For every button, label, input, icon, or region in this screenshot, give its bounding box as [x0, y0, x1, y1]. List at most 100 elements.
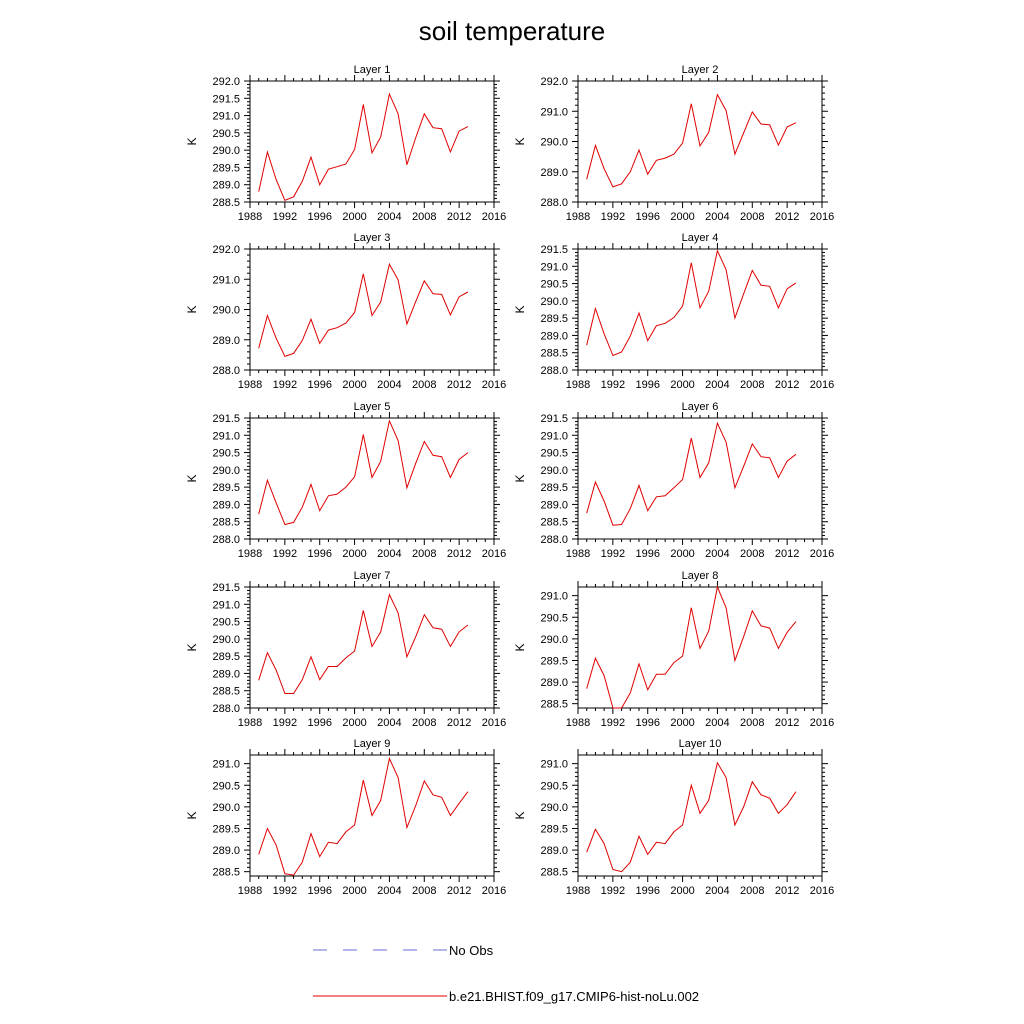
- x-tick-label: 2012: [775, 548, 799, 560]
- plot-frame: [577, 417, 823, 540]
- chart-panel-10: Layer 10 K 1988 1992 1996 2000 2004 2008 2012 201…: [513, 738, 834, 897]
- x-tick-label: 1996: [307, 717, 331, 729]
- y-tick-label: 291.5: [540, 244, 568, 256]
- y-tick-label: 290.5: [212, 128, 240, 140]
- chart-panel-4: Layer 4 K 1988 1992 1996 2000 2004 2008 2012 2016…: [513, 232, 834, 391]
- y-tick-label: 288.5: [212, 867, 240, 879]
- y-tick-label: 289.5: [540, 313, 568, 325]
- y-tick-label: 290.0: [540, 296, 568, 308]
- x-tick-label: 1996: [307, 379, 331, 391]
- series-line: [586, 421, 797, 526]
- y-tick-label: 289.0: [540, 677, 568, 689]
- x-tick-label: 2004: [377, 885, 401, 897]
- y-tick-label: 289.5: [212, 651, 240, 663]
- x-tick-label: 2004: [377, 211, 401, 223]
- y-tick-label: 289.0: [212, 499, 240, 511]
- series-line: [586, 761, 797, 873]
- y-tick-label: 290.0: [540, 137, 568, 149]
- panel-title: Layer 9: [354, 738, 391, 750]
- chart-panel-9: Layer 9 K 1988 1992 1996 2000 2004 2008 2012 2016…: [185, 738, 506, 897]
- series-line: [586, 93, 797, 188]
- x-tick-label: 2012: [775, 211, 799, 223]
- panel-title: Layer 4: [682, 232, 719, 244]
- x-tick-label: 2008: [412, 885, 436, 897]
- x-tick-label: 1996: [635, 717, 659, 729]
- x-tick-label: 1996: [307, 885, 331, 897]
- x-tick-label: 1988: [238, 548, 262, 560]
- x-tick-label: 2012: [447, 548, 471, 560]
- x-tick-label: 2012: [447, 717, 471, 729]
- y-tick-label: 291.0: [540, 430, 568, 442]
- y-tick-label: 289.0: [212, 180, 240, 192]
- y-tick-label: 290.5: [540, 448, 568, 460]
- x-tick-label: 1988: [238, 717, 262, 729]
- y-axis-label: K: [513, 811, 527, 819]
- plot-frame: [249, 586, 495, 709]
- x-tick-label: 1988: [238, 211, 262, 223]
- plot-frame: [577, 754, 823, 877]
- series-line: [258, 756, 469, 876]
- x-tick-label: 2008: [412, 211, 436, 223]
- y-tick-label: 290.5: [212, 448, 240, 460]
- plot-frame: [249, 80, 495, 203]
- y-tick-label: 288.0: [540, 534, 568, 546]
- y-tick-label: 290.5: [540, 780, 568, 792]
- x-tick-label: 2008: [412, 717, 436, 729]
- y-tick-label: 289.5: [212, 162, 240, 174]
- y-tick-label: 291.0: [540, 106, 568, 118]
- x-tick-label: 2016: [810, 885, 834, 897]
- x-tick-label: 1992: [273, 548, 297, 560]
- x-tick-label: 2000: [342, 211, 366, 223]
- y-tick-label: 291.0: [212, 759, 240, 771]
- panel-title: Layer 10: [679, 738, 722, 750]
- y-tick-label: 289.5: [540, 482, 568, 494]
- y-tick-label: 290.0: [540, 465, 568, 477]
- y-tick-label: 290.5: [212, 617, 240, 629]
- y-tick-label: 290.5: [540, 279, 568, 291]
- x-tick-label: 2004: [705, 885, 729, 897]
- y-tick-label: 290.0: [212, 305, 240, 317]
- y-tick-label: 289.0: [212, 668, 240, 680]
- x-tick-label: 2016: [810, 548, 834, 560]
- y-tick-label: 288.5: [540, 348, 568, 360]
- panel-title: Layer 6: [682, 401, 719, 413]
- chart-panel-1: Layer 1 K 1988 1992 1996 2000 2004 2008 2012 2016…: [185, 64, 506, 223]
- panel-title: Layer 8: [682, 570, 719, 582]
- panel-title: Layer 2: [682, 64, 719, 76]
- y-tick-label: 288.0: [212, 703, 240, 715]
- series-line: [258, 419, 469, 526]
- x-tick-label: 1992: [601, 548, 625, 560]
- y-tick-label: 289.0: [540, 845, 568, 857]
- y-tick-label: 288.5: [212, 197, 240, 209]
- x-tick-label: 2000: [670, 211, 694, 223]
- x-tick-label: 2016: [482, 717, 506, 729]
- x-tick-label: 2016: [482, 379, 506, 391]
- y-tick-label: 290.0: [212, 145, 240, 157]
- chart-panel-2: Layer 2 K 1988 1992 1996 2000 2004 2008 2012 2016…: [513, 64, 834, 223]
- x-tick-label: 2000: [342, 379, 366, 391]
- x-tick-label: 1996: [307, 211, 331, 223]
- y-tick-label: 289.0: [212, 335, 240, 347]
- x-tick-label: 1992: [601, 379, 625, 391]
- y-tick-label: 291.5: [540, 413, 568, 425]
- series-line: [258, 262, 469, 358]
- y-tick-label: 290.0: [212, 465, 240, 477]
- series-line: [586, 585, 797, 709]
- chart-panel-7: Layer 7 K 1988 1992 1996 2000 2004 2008 2012 2016…: [185, 570, 506, 729]
- y-tick-label: 289.0: [540, 167, 568, 179]
- x-tick-label: 2016: [810, 379, 834, 391]
- x-tick-label: 1988: [566, 211, 590, 223]
- x-tick-label: 2004: [705, 548, 729, 560]
- y-axis-label: K: [513, 643, 527, 651]
- legend-label-model: b.e21.BHIST.f09_g17.CMIP6-hist-noLu.002: [449, 989, 699, 1004]
- x-tick-label: 2008: [740, 548, 764, 560]
- x-tick-label: 2008: [412, 548, 436, 560]
- x-tick-label: 1996: [307, 548, 331, 560]
- y-tick-label: 289.5: [540, 823, 568, 835]
- y-tick-label: 292.0: [212, 244, 240, 256]
- x-tick-label: 1988: [566, 379, 590, 391]
- x-tick-label: 1992: [273, 211, 297, 223]
- y-tick-label: 291.5: [212, 413, 240, 425]
- x-tick-label: 2004: [705, 211, 729, 223]
